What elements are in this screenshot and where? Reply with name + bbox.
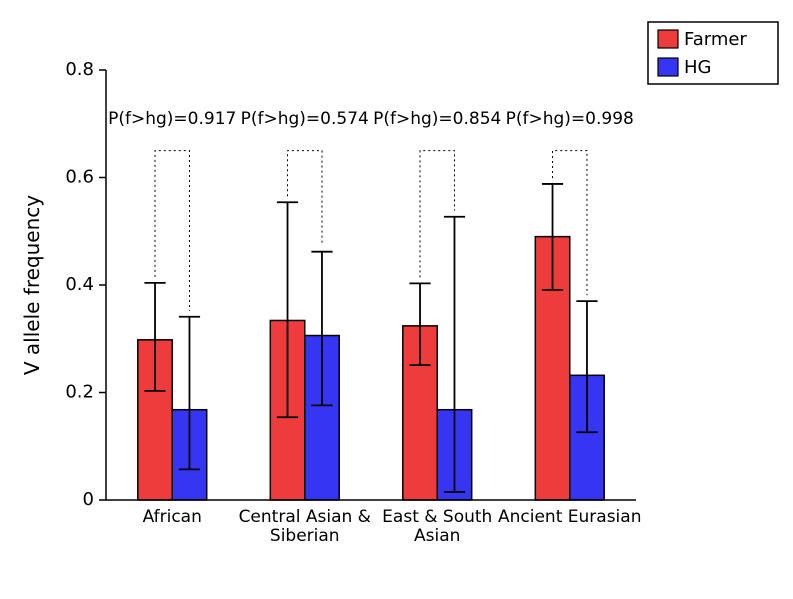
bar-chart: P(f>hg)=0.917 African P(f>hg)=0.574 Central…	[0, 0, 793, 599]
p-value-annotation: P(f>hg)=0.574	[241, 109, 369, 129]
p-value-annotation: P(f>hg)=0.854	[373, 109, 501, 129]
category-label: Central Asian &	[239, 507, 371, 527]
y-tick-label: 0.8	[65, 59, 94, 80]
y-tick-label: 0.6	[65, 167, 94, 188]
category-label: Ancient Eurasian	[498, 507, 641, 527]
legend-swatch	[658, 30, 678, 48]
chart-container: P(f>hg)=0.917 African P(f>hg)=0.574 Central…	[0, 0, 793, 599]
category-label: Asian	[414, 526, 460, 546]
p-value-annotation: P(f>hg)=0.998	[506, 109, 634, 129]
category-label: East & South	[382, 507, 492, 527]
y-tick-label: 0	[83, 489, 94, 510]
legend-label: Farmer	[684, 29, 747, 50]
legend-swatch	[658, 58, 678, 76]
legend-label: HG	[684, 57, 711, 78]
category-label: African	[143, 507, 202, 527]
p-value-annotation: P(f>hg)=0.917	[108, 109, 236, 129]
y-tick-label: 0.4	[65, 274, 94, 295]
category-label: Siberian	[270, 526, 340, 546]
y-tick-label: 0.2	[65, 382, 94, 403]
y-axis-label: V allele frequency	[20, 195, 44, 375]
